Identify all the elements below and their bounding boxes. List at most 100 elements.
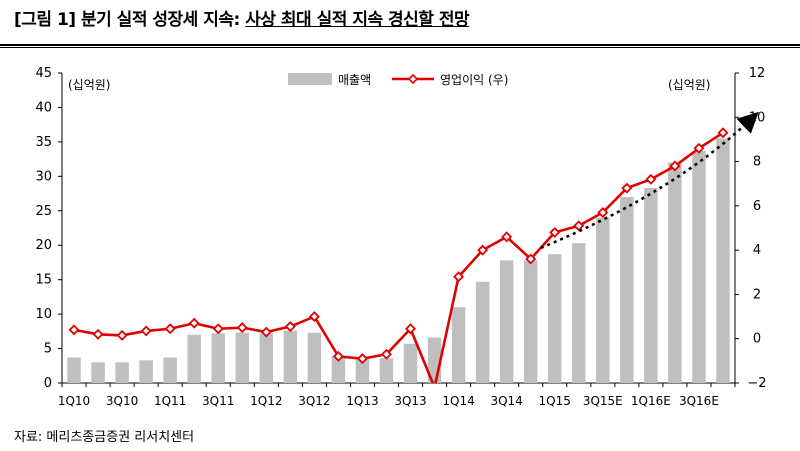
operating-profit-point — [164, 323, 176, 335]
revenue-bar — [692, 150, 706, 383]
x-tick-label: 3Q13 — [394, 394, 426, 408]
right-tick-label: 12 — [749, 66, 766, 81]
operating-profit-point — [308, 311, 320, 323]
revenue-bar — [572, 243, 586, 383]
revenue-bar — [379, 358, 394, 383]
right-tick-label: 2 — [753, 287, 761, 302]
right-tick-label: −2 — [747, 376, 766, 391]
x-tick-label: 1Q14 — [442, 394, 474, 408]
operating-profit-point — [332, 350, 344, 362]
legend-label-profit: 영업이익 (우) — [440, 73, 508, 87]
revenue-bar — [716, 138, 730, 383]
x-tick-label: 3Q15E — [583, 394, 623, 408]
right-unit-label: (십억원) — [668, 78, 710, 92]
left-tick-label: 15 — [35, 273, 52, 288]
legend-swatch-revenue — [288, 73, 332, 85]
revenue-bar — [139, 360, 153, 383]
x-tick-label: 1Q16E — [631, 394, 671, 408]
revenue-bar — [403, 343, 418, 383]
revenue-bar — [620, 197, 634, 383]
revenue-bar — [259, 333, 274, 383]
left-tick-label: 45 — [35, 66, 52, 81]
x-tick-label: 3Q16E — [679, 394, 719, 408]
left-tick-label: 35 — [35, 135, 52, 150]
title-rule-thin — [0, 47, 800, 48]
operating-profit-point — [284, 321, 296, 333]
revenue-bar — [331, 356, 346, 383]
revenue-bar — [523, 260, 538, 383]
revenue-bar — [355, 357, 370, 383]
revenue-bar — [596, 217, 610, 383]
operating-profit-point — [212, 323, 224, 335]
operating-profit-point — [549, 226, 561, 238]
trend-arrow — [540, 111, 759, 250]
operating-profit-point — [621, 182, 633, 194]
left-tick-label: 5 — [44, 342, 52, 357]
x-tick-label: 3Q14 — [490, 394, 522, 408]
left-tick-label: 25 — [35, 204, 52, 219]
operating-profit-point — [236, 322, 248, 334]
revenue-bar — [187, 334, 201, 383]
x-tick-label: 1Q15 — [539, 394, 571, 408]
operating-profit-point — [477, 244, 489, 256]
revenue-bar — [307, 332, 322, 383]
revenue-bar — [163, 357, 177, 383]
x-tick-label: 1Q11 — [154, 394, 186, 408]
operating-profit-point — [525, 253, 537, 265]
operating-profit-point — [597, 207, 609, 218]
left-tick-label: 10 — [35, 307, 52, 322]
left-tick-label: 40 — [35, 100, 52, 115]
revenue-bar — [67, 357, 81, 383]
legend-marker-profit — [407, 73, 419, 85]
revenue-bar — [115, 362, 129, 383]
operating-profit-point — [92, 328, 104, 340]
revenue-bar — [91, 362, 105, 383]
x-tick-label: 3Q12 — [298, 394, 330, 408]
operating-profit-point — [381, 348, 392, 360]
operating-profit-line — [73, 131, 724, 383]
left-unit-label: (십억원) — [68, 78, 110, 92]
right-tick-label: 4 — [753, 243, 761, 258]
operating-profit-point — [501, 231, 513, 243]
operating-profit-point — [573, 220, 585, 232]
legend-label-revenue: 매출액 — [338, 73, 371, 87]
operating-profit-point — [116, 329, 128, 341]
operating-profit-point — [68, 324, 80, 336]
x-tick-label: 1Q12 — [250, 394, 282, 408]
revenue-bar — [548, 254, 562, 383]
right-tick-label: 8 — [753, 155, 761, 170]
operating-profit-point — [260, 326, 272, 338]
revenue-bar — [211, 333, 225, 383]
x-tick-label: 1Q13 — [346, 394, 378, 408]
operating-profit-point — [669, 160, 681, 172]
revenue-bar — [451, 307, 466, 383]
revenue-bar — [235, 332, 249, 383]
operating-profit-point — [405, 323, 416, 335]
operating-profit-point — [140, 325, 152, 337]
x-tick-label: 3Q10 — [106, 394, 138, 408]
left-tick-label: 0 — [44, 376, 52, 391]
revenue-bar — [644, 188, 658, 383]
right-tick-label: 10 — [749, 110, 766, 125]
title-underlined: 사상 최대 실적 지속 경신할 전망 — [245, 10, 470, 30]
source-note: 자료: 메리츠종금증권 리서치센터 — [14, 430, 195, 445]
left-tick-label: 30 — [35, 169, 52, 184]
x-tick-label: 1Q10 — [58, 394, 90, 408]
left-tick-label: 20 — [35, 238, 52, 253]
operating-profit-point — [356, 353, 368, 365]
revenue-bar — [668, 162, 682, 383]
title-prefix: [그림 1] 분기 실적 성장세 지속: — [14, 10, 246, 30]
operating-profit-point — [645, 173, 657, 185]
operating-profit-point — [188, 317, 200, 329]
operating-profit-point — [693, 142, 705, 154]
x-tick-label: 3Q11 — [202, 394, 234, 408]
revenue-bar — [475, 281, 490, 383]
right-tick-label: 6 — [753, 199, 761, 214]
title-rule — [0, 44, 800, 46]
revenue-bar — [283, 330, 298, 383]
revenue-bar — [499, 260, 514, 383]
operating-profit-point — [453, 271, 465, 283]
right-tick-label: 0 — [753, 332, 761, 347]
operating-profit-point — [717, 127, 729, 139]
